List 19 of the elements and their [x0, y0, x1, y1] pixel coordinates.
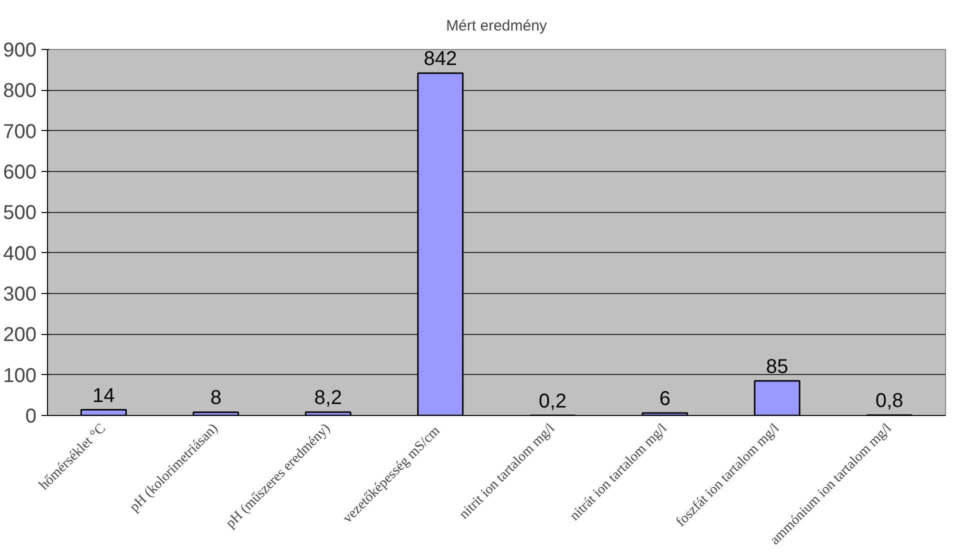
y-tick-label: 600	[3, 162, 37, 184]
y-tick-label: 300	[3, 284, 37, 306]
y-tick-label: 500	[3, 202, 37, 224]
y-tick-label: 100	[3, 364, 37, 387]
y-tick-label: 800	[3, 80, 37, 102]
data-label: 842	[424, 48, 458, 70]
data-label: 6	[659, 388, 670, 410]
data-label: 85	[766, 356, 788, 378]
data-label: 14	[92, 384, 115, 407]
y-tick-label: 900	[3, 40, 37, 62]
data-label: 8	[210, 387, 222, 410]
data-label: 8,2	[314, 387, 342, 410]
y-tick-label: 200	[3, 324, 37, 346]
y-tick-label: 700	[3, 120, 37, 143]
chart-title: Mért eredmény	[446, 18, 548, 34]
data-label: 0,8	[875, 390, 904, 412]
data-label: 0,2	[538, 390, 567, 412]
y-tick-label: 400	[3, 242, 37, 265]
y-tick-label: 0	[25, 406, 36, 428]
